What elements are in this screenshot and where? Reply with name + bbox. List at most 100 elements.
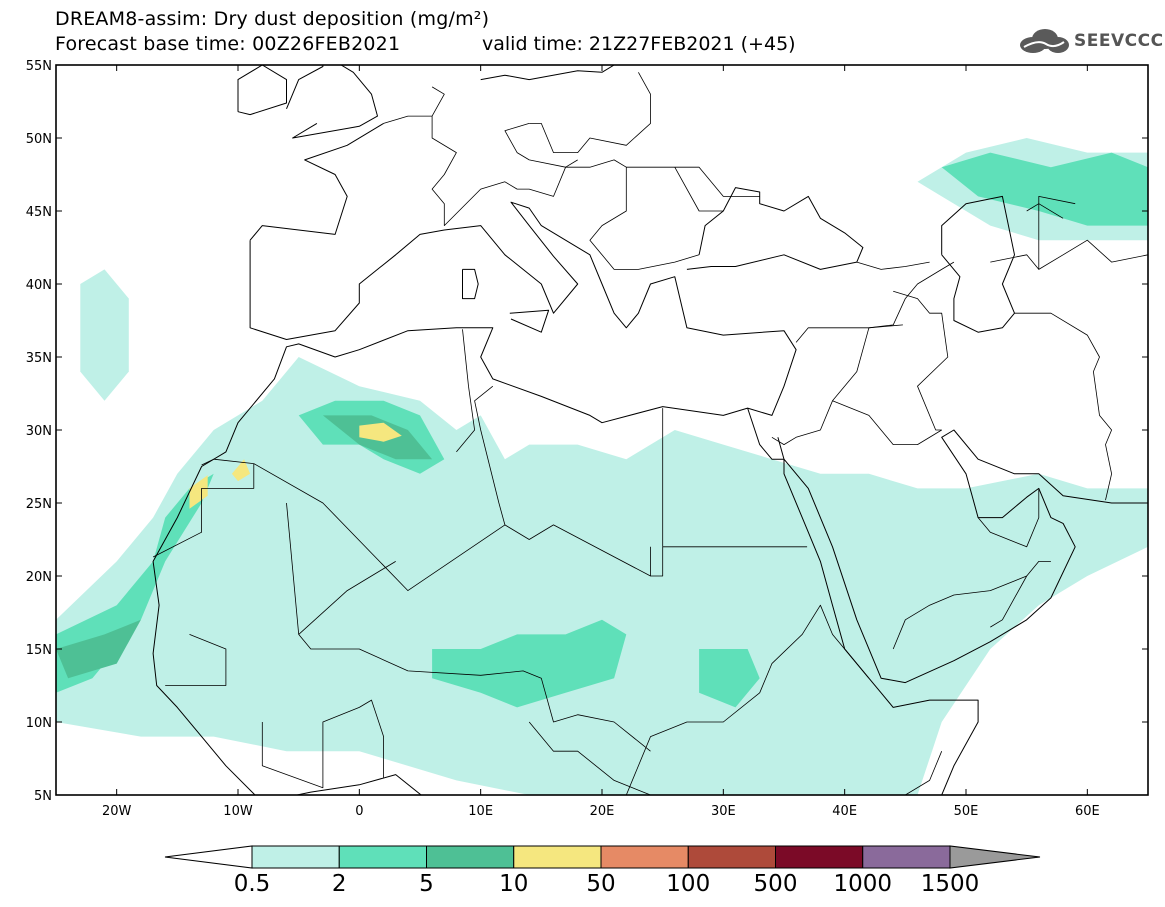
lat-tick-label: 45N <box>26 205 52 220</box>
coastline <box>777 429 1148 684</box>
lon-tick-label: 20E <box>590 804 615 819</box>
coastline <box>462 268 479 300</box>
colorbar-label: 10 <box>499 871 528 897</box>
colorbar-label: 500 <box>754 871 798 897</box>
colorbar-label: 100 <box>666 871 710 897</box>
country-border <box>504 123 578 168</box>
lon-tick-label: 30E <box>711 804 736 819</box>
country-border <box>165 634 227 686</box>
country-border <box>990 239 1148 270</box>
colorbar-label: 2 <box>332 871 347 897</box>
dust-region-level-3 <box>56 619 141 679</box>
colorbar-swatch <box>513 845 602 869</box>
country-border <box>674 167 724 212</box>
country-border <box>868 751 943 795</box>
coastline <box>286 65 324 109</box>
country-border <box>474 385 506 526</box>
coastline <box>249 122 384 241</box>
colorbar-swatch <box>426 845 515 869</box>
coastline <box>480 65 615 81</box>
country-border <box>589 167 700 270</box>
lat-tick-label: 40N <box>26 278 52 293</box>
dust-region-level-4 <box>359 422 402 442</box>
forecast-base-time: Forecast base time: 00Z26FEB2021 <box>55 33 401 55</box>
lat-tick-label: 10N <box>26 716 52 731</box>
latitude-axis: 55N 50N 45N 40N 35N 30N 25N 20N 15N 10N 5N <box>26 59 1148 804</box>
longitude-axis: 20W 10W 0 10E 20E 30E 40E 50E 60E <box>102 65 1100 819</box>
coastline <box>686 187 864 270</box>
dust-contours <box>56 138 1148 795</box>
cloud-logo-icon <box>1020 29 1069 53</box>
country-border <box>795 324 903 343</box>
country-border <box>201 458 254 466</box>
lat-tick-label: 25N <box>26 497 52 512</box>
coastline <box>237 65 287 116</box>
country-border <box>431 86 445 117</box>
colorbar-swatch <box>251 845 340 869</box>
colorbar-swatch <box>600 845 689 869</box>
country-border <box>650 546 664 577</box>
seevccc-logo: SEEVCCC <box>1018 26 1164 56</box>
lat-tick-label: 35N <box>26 351 52 366</box>
lon-tick-label: 10W <box>223 804 253 819</box>
colorbar-legend: 0.5 2 5 10 50 100 500 1000 1500 <box>164 845 1041 897</box>
colorbar-over-arrow <box>949 845 1041 869</box>
colorbar-swatch <box>862 845 951 869</box>
country-border <box>904 261 955 299</box>
dust-region-level-2 <box>432 619 627 708</box>
lat-tick-label: 50N <box>26 132 52 147</box>
country-border <box>298 561 396 635</box>
coastline <box>294 774 422 795</box>
lon-tick-label: 60E <box>1075 804 1100 819</box>
lat-tick-label: 15N <box>26 643 52 658</box>
coastline <box>292 65 378 139</box>
country-border <box>832 298 906 402</box>
colorbar-label: 0.5 <box>234 871 271 897</box>
map-title: DREAM8-assim: Dry dust deposition (mg/m²… <box>55 8 490 30</box>
country-border <box>977 488 1040 548</box>
colorbar-swatch <box>338 845 427 869</box>
dust-region-level-2 <box>699 649 760 708</box>
dust-region-level-4 <box>189 475 208 509</box>
country-border <box>856 261 930 270</box>
country-border <box>1014 312 1112 501</box>
lon-tick-label: 20W <box>102 804 132 819</box>
country-border <box>152 463 255 558</box>
country-border <box>383 115 760 227</box>
dust-region-level-4 <box>231 459 251 482</box>
lon-tick-label: 40E <box>832 804 857 819</box>
colorbar-label: 1000 <box>833 871 892 897</box>
colorbar-swatch <box>775 845 864 869</box>
country-border <box>456 329 476 453</box>
country-border <box>893 290 949 431</box>
valid-time: valid time: 21Z27FEB2021 (+45) <box>482 33 796 55</box>
lat-tick-label: 55N <box>26 59 52 74</box>
dust-region-level-1 <box>80 269 129 401</box>
coastline <box>152 201 797 795</box>
colorbar-label: 50 <box>586 871 615 897</box>
lon-tick-label: 0 <box>355 804 363 819</box>
country-border <box>771 400 942 446</box>
country-border <box>261 699 385 789</box>
lon-tick-label: 10E <box>468 804 493 819</box>
country-border <box>253 463 651 591</box>
lon-tick-label: 50E <box>954 804 979 819</box>
lat-tick-label: 5N <box>34 789 52 804</box>
coastline <box>509 309 550 333</box>
country-border <box>625 604 870 795</box>
country-border <box>1038 195 1076 270</box>
country-borders <box>152 72 1148 795</box>
colorbar-swatch <box>687 845 776 869</box>
lat-tick-label: 30N <box>26 424 52 439</box>
country-border <box>286 502 651 752</box>
colorbar-under-arrow <box>164 845 253 869</box>
colorbar-label: 1500 <box>921 871 980 897</box>
colorbar-label: 5 <box>419 871 434 897</box>
logo-text: SEEVCCC <box>1074 31 1164 51</box>
lat-tick-label: 20N <box>26 570 52 585</box>
country-border <box>892 575 1027 650</box>
dust-region-level-2 <box>941 152 1148 226</box>
country-border <box>528 721 687 795</box>
country-border <box>529 72 651 154</box>
